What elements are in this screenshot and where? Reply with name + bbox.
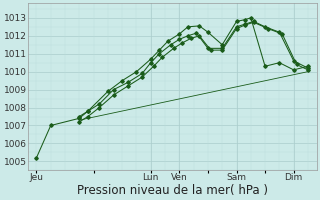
X-axis label: Pression niveau de la mer( hPa ): Pression niveau de la mer( hPa ) bbox=[77, 184, 268, 197]
